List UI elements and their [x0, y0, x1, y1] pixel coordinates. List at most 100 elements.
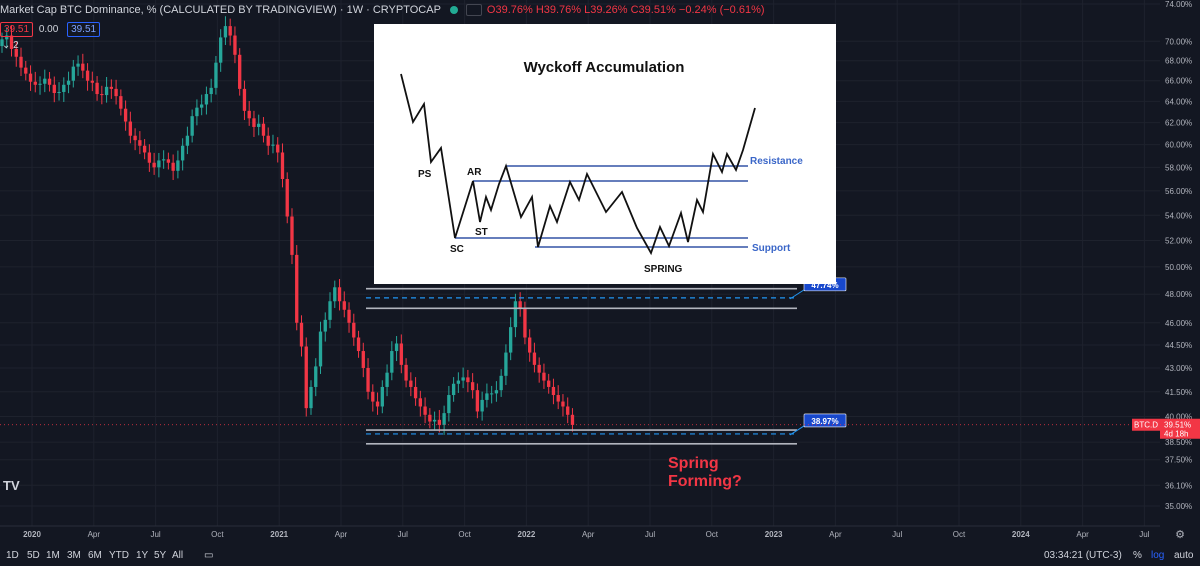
candle-body — [375, 401, 380, 407]
candle-body — [33, 81, 37, 85]
candle-body — [309, 386, 313, 409]
y-tick-label: 54.00% — [1165, 211, 1192, 220]
tf-3m[interactable]: 3M — [67, 550, 81, 561]
annotation-forming: Forming? — [668, 473, 742, 490]
candle-body — [314, 366, 318, 387]
sell-button[interactable]: 39.51 — [0, 22, 34, 37]
tf-1d[interactable]: 1D — [6, 550, 19, 561]
y-tick-label: 43.00% — [1165, 364, 1192, 373]
y-tick-label: 68.00% — [1165, 57, 1192, 66]
level-label-box[interactable] — [803, 413, 847, 428]
candle-body — [14, 48, 18, 57]
candle-body — [409, 380, 413, 387]
x-tick-label: Jul — [1139, 530, 1149, 539]
tf-ytd[interactable]: YTD — [109, 550, 129, 561]
y-tick-label: 64.00% — [1165, 97, 1192, 106]
candle-body — [28, 73, 33, 82]
indicator-toggle[interactable]: ⌄ 2 — [2, 40, 19, 51]
gear-icon[interactable]: ⚙ — [1175, 528, 1185, 541]
y-tick-label: 44.50% — [1165, 341, 1192, 350]
price-axis[interactable]: 74.00% 70.00% 68.00% 66.00% 64.00% 62.00% 60.0… — [1132, 0, 1200, 546]
candle-body — [470, 382, 475, 391]
tf-5y[interactable]: 5Y — [154, 550, 167, 561]
candle-body — [461, 377, 465, 381]
candle-body — [71, 66, 75, 81]
candle-body — [109, 86, 114, 89]
candle-body — [57, 91, 61, 94]
candle-body — [547, 380, 551, 387]
candle-body — [147, 152, 152, 163]
candle-body — [257, 123, 261, 127]
candle-body — [161, 159, 166, 161]
level-connector — [789, 425, 805, 436]
candle-body — [399, 343, 403, 365]
trade-row: 39.51 0.00 39.51 — [0, 22, 103, 37]
tf-all[interactable]: All — [172, 550, 184, 561]
inset-background — [374, 24, 836, 284]
log-toggle[interactable]: log — [1151, 550, 1165, 561]
candle-body — [128, 121, 133, 136]
y-tick-label: 50.00% — [1165, 263, 1192, 272]
time-axis[interactable]: 2020 Apr Jul Oct 2021 Apr Jul Oct 2022 Apr Jul Oct 2… — [0, 525, 1185, 541]
candle-body — [394, 343, 399, 352]
tf-5d[interactable]: 5D — [27, 550, 40, 561]
candle-body — [518, 301, 522, 309]
wyckoff-inset: Wyckoff Accumulation PS SC AR ST SPRING … — [374, 24, 836, 284]
tf-6m[interactable]: 6M — [88, 550, 102, 561]
candle-body — [90, 80, 94, 83]
y-tick-label: 74.00% — [1165, 0, 1192, 9]
market-status-icon — [449, 6, 458, 15]
x-tick-label: Apr — [88, 530, 101, 539]
horizontal-levels[interactable]: 47.74% 38.97% — [0, 277, 1160, 445]
tf-1m[interactable]: 1M — [46, 550, 60, 561]
inset-label-st: ST — [475, 227, 488, 238]
candle-body — [280, 152, 285, 180]
y-tick-label: 38.50% — [1165, 438, 1192, 447]
candle-body — [62, 84, 66, 92]
x-tick-label: Oct — [211, 530, 224, 539]
x-tick-label: Oct — [458, 530, 471, 539]
candle-body — [513, 301, 518, 328]
candle-body — [337, 287, 342, 302]
symbol-badge-label: BTC.D — [1134, 421, 1158, 430]
candle-body — [119, 96, 123, 109]
candle-body — [437, 419, 442, 425]
candle-body — [204, 94, 209, 105]
tf-1y[interactable]: 1Y — [136, 550, 149, 561]
current-price-badge[interactable] — [1160, 418, 1200, 439]
candle-body — [276, 144, 280, 153]
auto-toggle[interactable]: auto — [1174, 550, 1194, 561]
candle-body — [114, 88, 118, 97]
y-tick-label: 52.00% — [1165, 237, 1192, 246]
candle-body — [380, 386, 384, 407]
candle-body — [242, 88, 247, 111]
bottom-toolbar: 1D 5D 1M 3M 6M YTD 1Y 5Y All ▭ 03:34:21 … — [0, 546, 1200, 566]
candle-body — [66, 80, 71, 85]
candle-body — [271, 144, 275, 146]
buy-button[interactable]: 39.51 — [67, 22, 101, 37]
date-range-icon[interactable]: ▭ — [204, 550, 214, 561]
clock[interactable]: 03:34:21 (UTC-3) — [1044, 550, 1122, 561]
candle-body — [556, 395, 560, 402]
symbol-badge[interactable] — [1132, 418, 1160, 431]
candle-body — [423, 406, 427, 415]
y-tick-label: 37.50% — [1165, 456, 1192, 465]
candle-body — [180, 145, 185, 161]
y-tick-label: 40.00% — [1165, 412, 1192, 421]
candle-body — [361, 351, 365, 368]
symbol-title[interactable]: Market Cap BTC Dominance, % (CALCULATED … — [0, 4, 441, 16]
x-tick-label: Jul — [645, 530, 655, 539]
candle-body — [233, 35, 237, 55]
y-tick-label: 36.10% — [1165, 481, 1192, 490]
percent-toggle[interactable]: % — [1133, 550, 1142, 561]
chevron-down-icon: ⌄ — [2, 40, 11, 51]
x-tick-label: Apr — [829, 530, 842, 539]
spread-value: 0.00 — [38, 24, 59, 35]
y-tick-label: 62.00% — [1165, 119, 1192, 128]
x-tick-label: Jul — [398, 530, 408, 539]
candle-body — [252, 118, 256, 127]
candle-body — [528, 337, 532, 353]
visibility-toggle-icon[interactable] — [465, 4, 482, 17]
y-tick-label: 48.00% — [1165, 290, 1192, 299]
